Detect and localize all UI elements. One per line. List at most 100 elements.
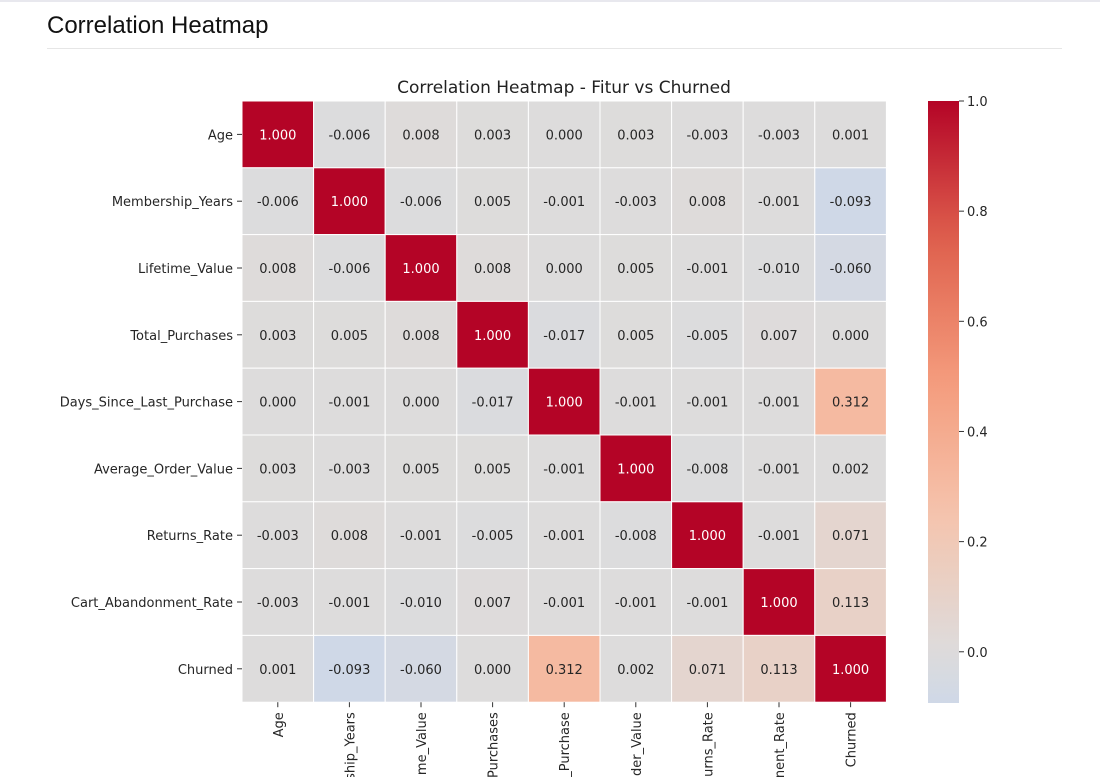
cell-value-label: 0.000 <box>832 329 869 344</box>
cell-value-label: -0.017 <box>543 329 585 344</box>
heatmap-cell <box>313 234 386 302</box>
row-label: Membership_Years <box>112 195 233 210</box>
cell-value-label: -0.006 <box>328 262 370 277</box>
cell-value-label: 0.001 <box>259 663 296 678</box>
cell-value-label: 0.312 <box>832 396 869 411</box>
heatmap-cell <box>384 367 458 436</box>
column-label: nent_Rate <box>773 712 788 777</box>
heatmap-cell <box>671 100 744 169</box>
cell-value-label: 1.000 <box>331 195 368 210</box>
cell-value-label: 0.071 <box>832 529 869 544</box>
cell-value-label: -0.010 <box>758 262 800 277</box>
heatmap-cell <box>241 100 315 169</box>
column-label: Purchases <box>487 712 502 777</box>
cell-value-label: 0.003 <box>259 462 296 477</box>
heatmap-cell <box>599 167 673 236</box>
cell-value-label: -0.003 <box>257 596 299 611</box>
row-label: Cart_Abandonment_Rate <box>71 596 233 611</box>
cell-value-label: -0.003 <box>758 128 800 143</box>
cell-value-label: 0.008 <box>259 262 296 277</box>
column-label: ship_Years <box>343 712 358 777</box>
cell-value-label: 1.000 <box>259 128 296 143</box>
heatmap-cell <box>599 501 673 570</box>
cell-value-label: -0.006 <box>328 128 370 143</box>
heatmap-cell <box>527 367 601 436</box>
column-label: urns_Rate <box>701 712 716 777</box>
row-label: Average_Order_Value <box>94 462 233 477</box>
heatmap-cell <box>456 367 529 436</box>
cell-value-label: -0.093 <box>328 663 370 678</box>
heatmap-cell <box>742 167 816 236</box>
cell-value-label: -0.005 <box>472 529 514 544</box>
cell-value-label: -0.006 <box>257 195 299 210</box>
heatmap-cell <box>384 167 458 236</box>
heatmap-cell <box>313 100 386 169</box>
colorbar-tick-label: 0.2 <box>967 536 988 551</box>
cell-value-label: 0.113 <box>760 663 797 678</box>
heatmap-cell <box>456 568 529 636</box>
cell-value-label: -0.010 <box>400 596 442 611</box>
row-label: Age <box>208 128 233 143</box>
heatmap-cell <box>599 568 673 636</box>
cell-value-label: 0.005 <box>474 462 511 477</box>
heatmap-cell <box>456 634 529 703</box>
heatmap-cell <box>742 367 816 436</box>
heatmap-cell <box>241 234 315 302</box>
column-label: Churned <box>845 712 860 767</box>
colorbar-tick-label: 0.4 <box>967 425 988 440</box>
cell-value-label: 0.008 <box>402 329 439 344</box>
cell-value-label: -0.003 <box>328 462 370 477</box>
cell-value-label: -0.006 <box>400 195 442 210</box>
heatmap-cell <box>742 634 816 703</box>
heatmap-cell <box>241 300 315 369</box>
cell-value-label: 0.003 <box>617 128 654 143</box>
cell-value-label: -0.001 <box>543 195 585 210</box>
cell-value-label: -0.008 <box>686 462 728 477</box>
chart-title: Correlation Heatmap - Fitur vs Churned <box>397 78 731 98</box>
cell-value-label: 0.008 <box>689 195 726 210</box>
cell-value-label: 0.007 <box>474 596 511 611</box>
colorbar-gradient <box>928 101 959 703</box>
cell-value-label: 0.312 <box>546 663 583 678</box>
heatmap-cell <box>814 634 887 703</box>
row-label: Returns_Rate <box>147 529 233 544</box>
cell-value-label: -0.003 <box>257 529 299 544</box>
heatmap-cell <box>241 434 315 503</box>
cell-value-label: 0.008 <box>331 529 368 544</box>
cell-value-label: -0.001 <box>615 396 657 411</box>
cell-value-label: -0.003 <box>686 128 728 143</box>
cell-value-label: 1.000 <box>546 396 583 411</box>
heatmap-cell <box>456 501 529 570</box>
heatmap-cells: 1.000 -0.006 0.008 0.003 0.000 0.003 -0.003 -0.… <box>241 100 887 703</box>
cell-value-label: 0.000 <box>474 663 511 678</box>
cell-value-label: 0.007 <box>760 329 797 344</box>
cell-value-label: 0.005 <box>331 329 368 344</box>
cell-value-label: 1.000 <box>832 663 869 678</box>
column-label: der_Value <box>630 712 645 776</box>
heatmap-cell <box>313 501 386 570</box>
heatmap-cell <box>527 434 601 503</box>
cell-value-label: -0.001 <box>543 529 585 544</box>
cell-value-label: 0.002 <box>832 462 869 477</box>
heatmap-cell <box>599 300 673 369</box>
cell-value-label: -0.001 <box>758 396 800 411</box>
cell-value-label: -0.005 <box>686 329 728 344</box>
cell-value-label: -0.008 <box>615 529 657 544</box>
cell-value-label: -0.017 <box>472 396 514 411</box>
heatmap-cell <box>814 300 887 369</box>
cell-value-label: 0.003 <box>474 128 511 143</box>
heatmap-cell <box>384 434 458 503</box>
top-border <box>0 0 1100 2</box>
title-divider <box>47 48 1062 49</box>
heatmap-cell <box>599 234 673 302</box>
heatmap-cell <box>742 100 816 169</box>
heatmap-cell <box>742 234 816 302</box>
cell-value-label: -0.001 <box>400 529 442 544</box>
heatmap-cell <box>814 234 887 302</box>
heatmap-cell <box>742 300 816 369</box>
heatmap-cell <box>814 501 887 570</box>
row-label: Total_Purchases <box>129 329 233 344</box>
cell-value-label: -0.001 <box>615 596 657 611</box>
cell-value-label: -0.001 <box>686 396 728 411</box>
heatmap-cell <box>456 234 529 302</box>
